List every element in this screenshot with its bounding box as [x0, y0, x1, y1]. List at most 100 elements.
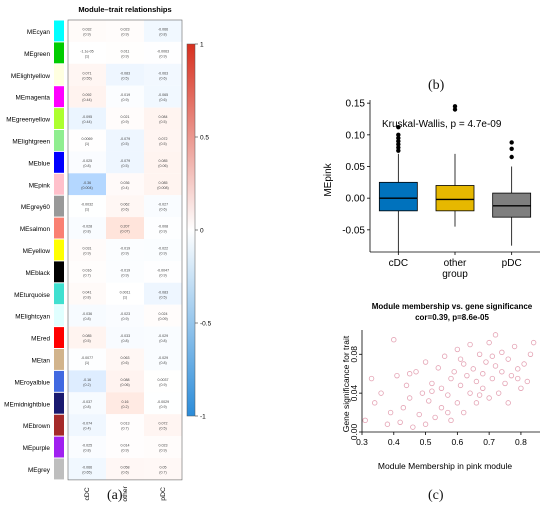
heatmap-cell-pvalue: (0.8): [159, 32, 166, 36]
scatter-point: [438, 385, 445, 391]
heatmap-cell-pvalue: (1): [123, 295, 127, 299]
heatmap-border: [67, 19, 183, 481]
heatmap-cell-pvalue: (0.09): [158, 317, 167, 321]
heatmap-cell-pvalue: (1): [85, 142, 89, 146]
scatter-y-tick-label: 0.04: [349, 385, 359, 402]
scatter-point: [384, 421, 391, 427]
heatmap-cell-value: 0.072: [159, 422, 168, 426]
box-outlier-point: [452, 104, 458, 109]
heatmap-cell: [68, 85, 106, 108]
heatmap-cell: [68, 151, 106, 174]
heatmap-cell-pvalue: (0.8): [159, 339, 166, 343]
heatmap-cell: [144, 260, 182, 283]
colorbar-tick-label: -0.5: [200, 321, 212, 328]
panel-label-a: (a): [107, 488, 123, 503]
scatter-title: Module membership vs. gene significance: [372, 302, 533, 311]
scatter-point: [486, 395, 492, 401]
heatmap-cell: [144, 282, 182, 305]
boxplot-y-tick-label: 0.10: [346, 130, 366, 141]
scatter-point: [441, 353, 448, 359]
heatmap-cell: [106, 414, 144, 437]
scatter-point: [445, 409, 451, 416]
heatmap-cell: [144, 20, 182, 42]
box-iqr: [378, 181, 418, 212]
heatmap-cell-value: -0.063: [158, 71, 168, 75]
heatmap-cell-value: 0.071: [83, 71, 92, 75]
heatmap-cell-pvalue: (0.9): [121, 32, 128, 36]
module-color-swatch: [54, 217, 64, 239]
scatter-point: [524, 378, 530, 385]
module-color-swatch: [54, 458, 64, 480]
scatter-point: [492, 332, 499, 338]
heatmap-colorbar: 1 0.5 0 -0.5 -1: [186, 42, 212, 421]
heatmap-cell-pvalue: (0.2): [83, 383, 90, 387]
heatmap-cell: [106, 63, 144, 86]
heatmap-cell: [106, 195, 144, 218]
heatmap-cell-value: -0.022: [158, 246, 168, 250]
heatmap-cell-pvalue: (0.9): [159, 405, 166, 409]
module-color-swatch: [54, 108, 64, 129]
heatmap-cell: [68, 41, 106, 64]
heatmap-cell-value: -0.36: [83, 181, 91, 185]
heatmap-cell: [68, 195, 106, 218]
scatter-point: [499, 369, 505, 375]
heatmap-cell-value: 0.084: [159, 115, 168, 119]
scatter-point: [372, 400, 378, 406]
heatmap-cell-pvalue: (0.8): [83, 405, 90, 409]
heatmap-cell-value: -0.066: [82, 465, 92, 469]
heatmap-cell: [68, 239, 106, 261]
heatmap-cell-pvalue: (1): [85, 361, 89, 365]
heatmap-cell-value: -0.023: [120, 312, 130, 316]
heatmap-title: Module–trait relationships: [78, 5, 171, 14]
heatmap-cell-pvalue: (0.5): [121, 142, 128, 146]
heatmap-cell: [106, 282, 144, 305]
heatmap-column-label: other: [122, 485, 129, 501]
heatmap-cell-pvalue: (0.9): [159, 251, 166, 255]
scatter-ylabel: Gene significance for trait: [341, 335, 351, 432]
scatter-point: [464, 372, 470, 379]
scatter-point: [461, 361, 467, 367]
heatmap-cell-value: 0.062: [121, 203, 130, 207]
heatmap-cell: [68, 129, 106, 152]
heatmap-cell-value: 0.085: [159, 181, 168, 185]
heatmap-cell-pvalue: (0.5): [121, 76, 128, 80]
boxplot-y-tick-label: 0.00: [346, 194, 366, 205]
heatmap-row-label: MEpink: [29, 182, 51, 189]
heatmap-cell-pvalue: (0.44): [82, 98, 91, 102]
scatter-subtitle: cor=0.39, p=8.6e-05: [415, 313, 489, 322]
scatter-point: [391, 337, 397, 343]
heatmap-cell: [106, 260, 144, 283]
heatmap-cell-value: 0.014: [121, 444, 130, 448]
scatter-point: [413, 369, 419, 375]
heatmap-cell: [144, 414, 182, 437]
heatmap-cell: [68, 326, 106, 349]
scatter-point: [406, 395, 413, 401]
heatmap-cell: [68, 304, 106, 327]
heatmap-cell-value: -0.079: [120, 159, 130, 163]
heatmap-cell-value: 0.011: [121, 49, 130, 53]
heatmap-cell-pvalue: (0.9): [83, 251, 90, 255]
heatmap-row-label: MEmidnightblue: [4, 401, 50, 408]
scatter-point: [511, 343, 518, 350]
scatter-point: [403, 382, 410, 389]
scatter-point: [483, 359, 489, 365]
module-color-swatch: [54, 173, 64, 195]
scatter-point: [480, 371, 486, 377]
scatter-point: [457, 356, 464, 362]
heatmap-cell-value: -0.0032: [81, 203, 93, 207]
heatmap-cell-pvalue: (0.9): [159, 383, 166, 387]
heatmap-cell: [106, 107, 144, 130]
module-color-swatch: [54, 239, 64, 261]
heatmap-cell-value: 0.023: [159, 444, 168, 448]
heatmap-cell: [106, 20, 144, 42]
scatter-point: [454, 346, 461, 353]
box-outlier-point: [396, 135, 401, 141]
scatter-point: [527, 351, 534, 357]
heatmap-row-label: MEturquoise: [14, 292, 50, 299]
heatmap-cell-pvalue: (0.9): [121, 54, 128, 58]
scatter-point: [454, 400, 461, 406]
box-outlier-point: [396, 132, 401, 138]
heatmap-row-label: MEred: [31, 336, 50, 343]
panel-label-c: (c): [428, 488, 444, 503]
heatmap-cell-value: -0.025: [82, 444, 92, 448]
